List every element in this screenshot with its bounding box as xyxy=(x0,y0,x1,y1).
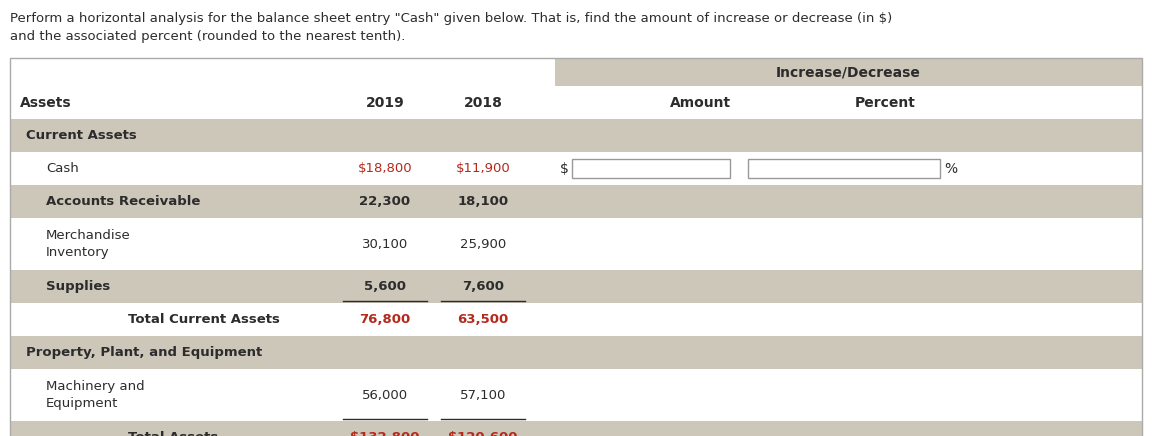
Bar xyxy=(10,218,1142,270)
Text: 18,100: 18,100 xyxy=(457,195,508,208)
Text: Assets: Assets xyxy=(20,95,71,109)
Text: 25,900: 25,900 xyxy=(460,238,506,251)
Bar xyxy=(748,159,940,178)
Text: 22,300: 22,300 xyxy=(359,195,410,208)
Text: $120,600: $120,600 xyxy=(448,431,517,436)
Bar xyxy=(10,185,1142,218)
Text: Percent: Percent xyxy=(855,95,916,109)
Text: 5,600: 5,600 xyxy=(364,280,406,293)
Text: Property, Plant, and Equipment: Property, Plant, and Equipment xyxy=(26,346,263,359)
Text: Merchandise
Inventory: Merchandise Inventory xyxy=(46,229,130,259)
Text: $11,900: $11,900 xyxy=(456,162,510,175)
Text: $18,800: $18,800 xyxy=(357,162,412,175)
Text: Supplies: Supplies xyxy=(46,280,111,293)
Text: Cash: Cash xyxy=(46,162,78,175)
Text: Increase/Decrease: Increase/Decrease xyxy=(776,65,920,79)
Text: Perform a horizontal analysis for the balance sheet entry "Cash" given below. Th: Perform a horizontal analysis for the ba… xyxy=(10,12,893,25)
Text: 7,600: 7,600 xyxy=(462,280,505,293)
Text: Amount: Amount xyxy=(669,95,730,109)
Bar xyxy=(10,86,1142,119)
Text: 63,500: 63,500 xyxy=(457,313,509,326)
Bar xyxy=(10,421,1142,436)
Text: 76,800: 76,800 xyxy=(359,313,410,326)
Bar xyxy=(10,369,1142,421)
Text: Accounts Receivable: Accounts Receivable xyxy=(46,195,200,208)
Bar xyxy=(10,119,1142,152)
Text: $132,800: $132,800 xyxy=(350,431,419,436)
Text: %: % xyxy=(943,161,957,176)
Bar xyxy=(555,58,1142,86)
Text: Current Assets: Current Assets xyxy=(26,129,137,142)
Text: Machinery and
Equipment: Machinery and Equipment xyxy=(46,380,145,410)
Bar xyxy=(10,152,1142,185)
Text: 57,100: 57,100 xyxy=(460,388,506,402)
Bar xyxy=(573,159,730,178)
Text: 2019: 2019 xyxy=(365,95,404,109)
Text: Total Current Assets: Total Current Assets xyxy=(128,313,280,326)
Bar xyxy=(10,58,555,86)
Text: 56,000: 56,000 xyxy=(362,388,408,402)
Text: Total Assets: Total Assets xyxy=(128,431,218,436)
Text: $: $ xyxy=(560,161,569,176)
Text: 2018: 2018 xyxy=(463,95,502,109)
Bar xyxy=(10,336,1142,369)
Bar xyxy=(10,303,1142,336)
Text: and the associated percent (rounded to the nearest tenth).: and the associated percent (rounded to t… xyxy=(10,30,406,43)
Text: 30,100: 30,100 xyxy=(362,238,408,251)
Bar xyxy=(10,270,1142,303)
